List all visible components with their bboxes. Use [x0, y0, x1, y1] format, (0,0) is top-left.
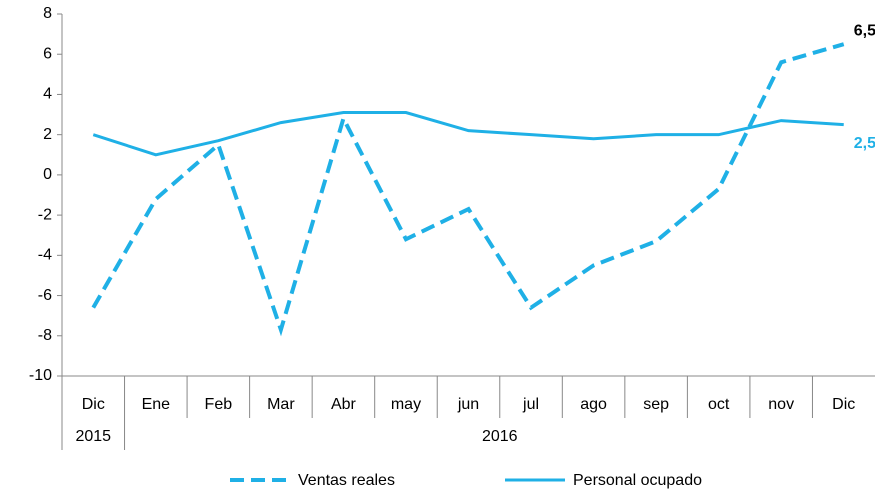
legend-label: Ventas reales [298, 472, 395, 489]
y-tick-label: 4 [43, 86, 52, 103]
y-tick-label: -8 [38, 327, 52, 344]
x-tick-label: nov [768, 396, 794, 413]
group-label: 2016 [482, 428, 518, 445]
x-tick-label: Mar [267, 396, 295, 413]
x-tick-label: Dic [82, 396, 105, 413]
series-line [92, 111, 844, 157]
x-tick-label: oct [708, 396, 730, 413]
y-tick-label: -2 [38, 206, 52, 223]
x-tick-label: Abr [331, 396, 357, 413]
x-tick-label: Ene [142, 396, 171, 413]
y-tick-label: 0 [43, 166, 52, 183]
data-label: 6,5 [854, 22, 875, 39]
x-tick-label: sep [643, 396, 669, 413]
y-tick-label: 2 [43, 126, 52, 143]
y-tick-label: 6 [43, 45, 52, 62]
y-tick-label: -6 [38, 287, 52, 304]
x-tick-label: may [391, 396, 421, 413]
y-tick-label: -4 [38, 247, 52, 264]
x-tick-label: jul [522, 396, 539, 413]
series-line [91, 42, 845, 337]
legend-label: Personal ocupado [573, 472, 702, 489]
x-tick-label: Feb [205, 396, 233, 413]
y-tick-label: 8 [43, 5, 52, 22]
x-tick-label: Dic [832, 396, 855, 413]
group-label: 2015 [75, 428, 111, 445]
y-tick-label: -10 [29, 367, 52, 384]
x-tick-label: ago [580, 396, 607, 413]
data-label: 2,5 [854, 135, 875, 152]
x-tick-label: jun [457, 396, 479, 413]
